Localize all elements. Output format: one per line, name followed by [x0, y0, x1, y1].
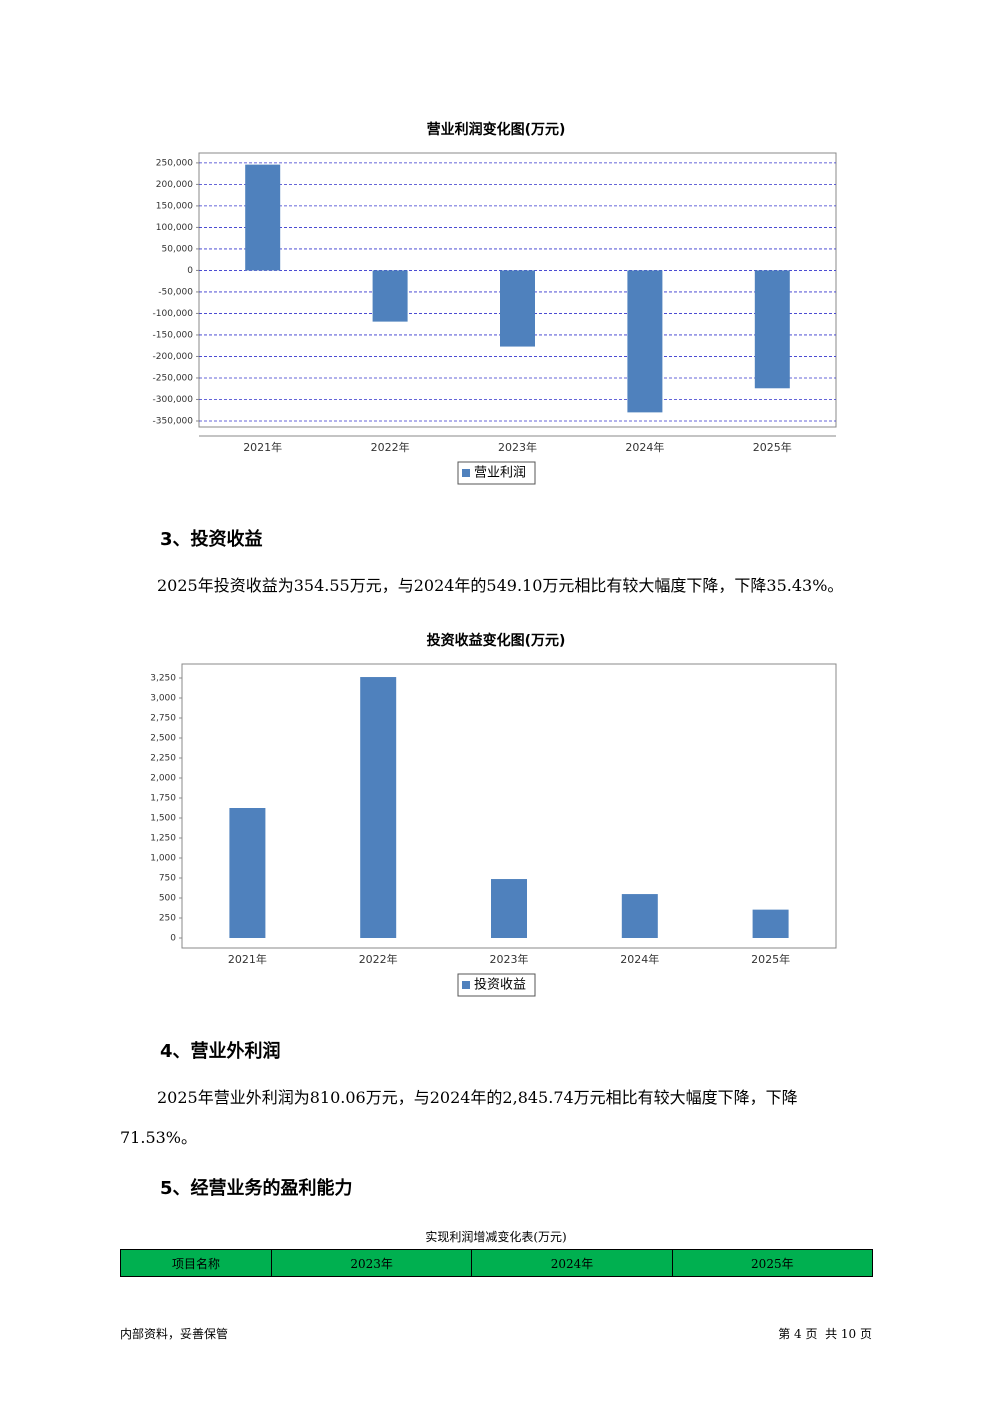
y-tick-label: 250,000 [156, 158, 193, 168]
y-tick-label: 150,000 [156, 201, 193, 211]
header-cell: 2023年 [270, 1249, 473, 1277]
y-tick-label: 0 [170, 934, 176, 944]
table-title: 实现利润增减变化表(万元) [425, 1230, 567, 1244]
bar [491, 879, 527, 938]
legend-label: 营业利润 [474, 466, 526, 481]
footer-right: 第 4 页 共 10 页 [778, 1327, 872, 1341]
y-tick-label: 0 [187, 266, 193, 276]
legend-swatch [462, 981, 470, 989]
y-tick-label: 3,250 [150, 674, 176, 684]
y-tick-label: 1,500 [150, 814, 176, 824]
bar [627, 270, 663, 413]
bar [752, 909, 789, 938]
x-tick-label: 2023年 [498, 440, 537, 454]
table: 项目名称 2023年 2024年 2025年 [120, 1249, 874, 1277]
bar [621, 894, 658, 938]
legend-box [457, 461, 536, 485]
x-tick-label: 2022年 [359, 952, 398, 966]
y-tick-label: 2,750 [150, 714, 176, 724]
y-tick-label: -150,000 [153, 330, 194, 340]
y-tick-label: 50,000 [162, 244, 194, 254]
bar [229, 808, 266, 938]
chart-title: 投资收益变化图(万元) [427, 632, 566, 649]
x-tick-label: 2023年 [490, 952, 529, 966]
paragraph: 2025年营业外利润为810.06万元，与2024年的2,845.74万元相比有… [120, 1088, 798, 1147]
y-tick-label: 1,000 [150, 854, 176, 864]
legend-box [457, 973, 536, 997]
y-tick-label: -300,000 [153, 395, 194, 405]
header-cell: 项目名称 [120, 1249, 272, 1277]
y-tick-label: 100,000 [156, 223, 193, 233]
y-tick-label: 250 [159, 914, 176, 924]
y-tick-label: 750 [159, 874, 176, 884]
y-tick-label: -50,000 [158, 287, 193, 297]
y-tick-label: 1,250 [150, 834, 176, 844]
y-tick-label: -100,000 [153, 309, 194, 319]
x-tick-label: 2024年 [625, 440, 664, 454]
x-tick-label: 2025年 [751, 952, 790, 966]
bar [360, 677, 397, 938]
y-tick-label: 1,750 [150, 794, 176, 804]
header-cell: 2024年 [471, 1249, 673, 1277]
legend-swatch [462, 469, 470, 477]
x-tick-label: 2021年 [243, 440, 282, 454]
y-tick-label: 2,250 [150, 754, 176, 764]
y-tick-label: 2,500 [150, 734, 176, 744]
bar [754, 270, 790, 389]
x-tick-label: 2024年 [620, 952, 659, 966]
y-tick-label: -250,000 [153, 373, 194, 383]
bar [500, 270, 535, 347]
chart-title: 营业利润变化图(万元) [427, 121, 566, 138]
x-tick-label: 2025年 [753, 440, 792, 454]
y-tick-label: 500 [159, 894, 176, 904]
y-tick-label: -200,000 [153, 352, 194, 362]
y-tick-label: -350,000 [153, 416, 194, 426]
y-tick-label: 2,000 [150, 774, 176, 784]
paragraph: 2025年投资收益为354.55万元，与2024年的549.10万元相比有较大幅… [157, 576, 844, 595]
footer-left: 内部资料，妥善保管 [120, 1327, 229, 1341]
y-tick-label: 200,000 [156, 180, 193, 190]
legend-label: 投资收益 [474, 977, 526, 993]
charts: 营业利润变化图(万元) 250,000 200,000 150,000 100,000 5… [150, 121, 837, 997]
bar [245, 164, 281, 271]
y-tick-label: 3,000 [150, 694, 176, 704]
x-tick-label: 2022年 [371, 440, 410, 454]
header-cell: 2025年 [671, 1249, 874, 1277]
bar [372, 270, 408, 322]
heading: 3、投资收益 [160, 529, 263, 550]
heading: 5、经营业务的盈利能力 [160, 1178, 353, 1199]
heading: 4、营业外利润 [160, 1041, 281, 1062]
x-tick-label: 2021年 [228, 952, 267, 966]
